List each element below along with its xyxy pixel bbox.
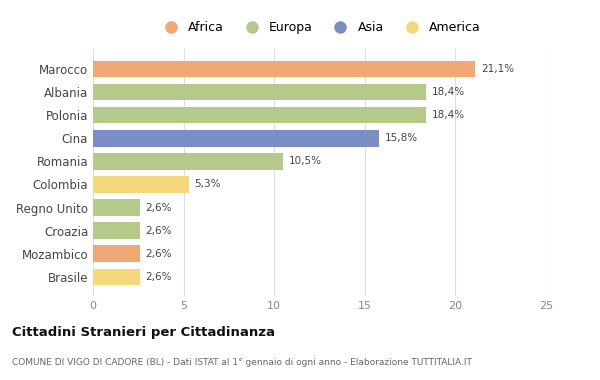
Text: 2,6%: 2,6% [146,272,172,282]
Bar [93,61,475,77]
Text: Cittadini Stranieri per Cittadinanza: Cittadini Stranieri per Cittadinanza [12,326,275,339]
Text: 18,4%: 18,4% [432,110,465,120]
Text: COMUNE DI VIGO DI CADORE (BL) - Dati ISTAT al 1° gennaio di ogni anno - Elaboraz: COMUNE DI VIGO DI CADORE (BL) - Dati IST… [12,358,472,367]
Text: 15,8%: 15,8% [385,133,418,143]
Bar [93,153,283,169]
Bar [93,107,427,124]
Text: 2,6%: 2,6% [146,249,172,259]
Legend: Africa, Europa, Asia, America: Africa, Europa, Asia, America [153,16,486,39]
Bar [93,245,140,262]
Bar [93,130,379,147]
Bar [93,269,140,285]
Text: 21,1%: 21,1% [481,64,514,74]
Text: 5,3%: 5,3% [194,179,221,190]
Text: 18,4%: 18,4% [432,87,465,97]
Bar [93,84,427,100]
Text: 2,6%: 2,6% [146,226,172,236]
Text: 2,6%: 2,6% [146,203,172,212]
Bar [93,199,140,216]
Text: 10,5%: 10,5% [289,156,322,166]
Bar [93,176,189,193]
Bar [93,222,140,239]
